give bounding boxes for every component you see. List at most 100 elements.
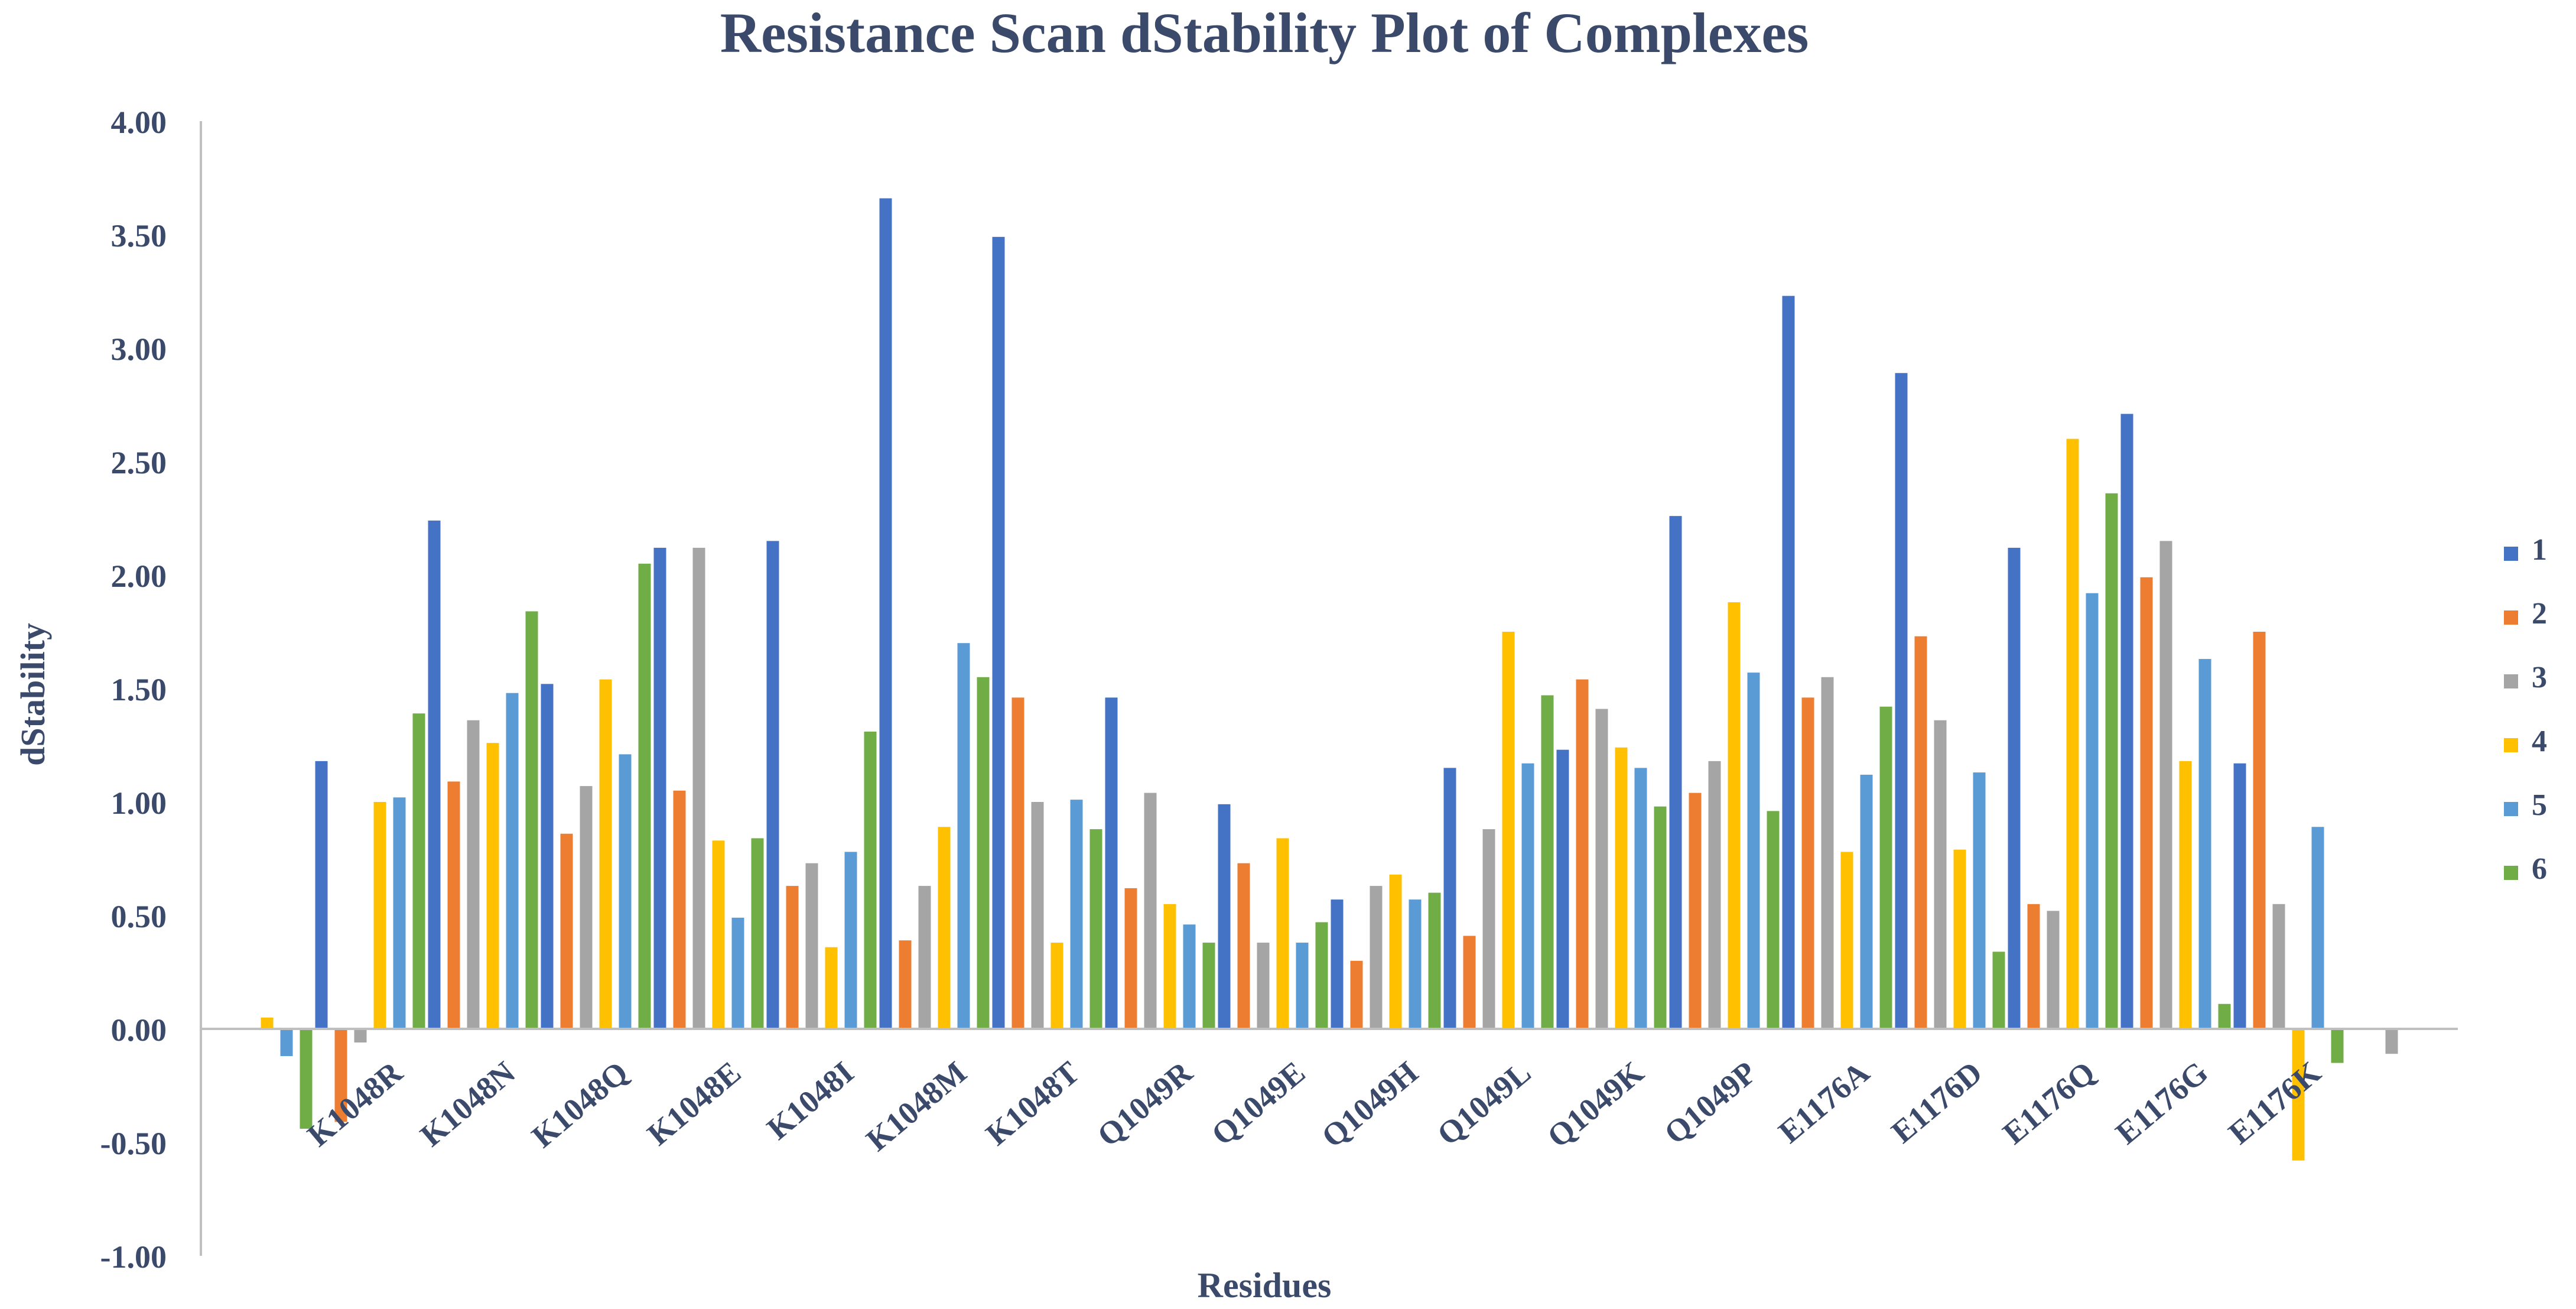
bar-series-4	[938, 827, 951, 1029]
bar-series-1	[1782, 295, 1795, 1029]
bar-series-5	[1860, 774, 1873, 1029]
bar-series-4	[1389, 874, 1402, 1029]
bar-series-2	[1801, 697, 1814, 1029]
bar-series-4	[1050, 943, 1063, 1029]
bar-series-6	[412, 713, 425, 1029]
bar-series-2	[786, 886, 799, 1029]
bar-series-4	[599, 679, 612, 1029]
bar-series-5	[1973, 772, 1986, 1029]
bars	[261, 198, 2398, 1161]
bar-series-3	[2272, 904, 2285, 1029]
bar-series-6	[1202, 943, 1215, 1029]
bar-series-5	[1183, 924, 1196, 1029]
bar-series-2	[1576, 679, 1589, 1029]
bar-series-1	[992, 236, 1005, 1029]
y-tick-label: -1.00	[100, 1239, 167, 1275]
bar-series-6	[2105, 493, 2118, 1029]
legend-label: 5	[2532, 788, 2547, 822]
bar-series-3	[580, 786, 593, 1029]
legend-swatch-2	[2504, 610, 2518, 625]
bar-series-5	[2198, 659, 2211, 1029]
bar-series-4	[2179, 761, 2192, 1029]
y-tick-label: 3.00	[111, 332, 167, 367]
y-tick-label: 4.00	[111, 105, 167, 140]
bar-series-3	[2385, 1029, 2398, 1054]
bar-series-6	[864, 731, 877, 1029]
y-tick-label: -0.50	[100, 1126, 167, 1161]
bar-series-6	[2218, 1003, 2231, 1029]
bar-series-3	[2159, 541, 2172, 1029]
bar-series-4	[1163, 904, 1176, 1029]
bar-series-2	[1124, 888, 1137, 1029]
bar-series-2	[2140, 577, 2153, 1029]
bar-series-4	[486, 743, 499, 1029]
bar-series-4	[825, 947, 838, 1029]
y-axis-ticks: -1.00 -0.50 0.00 0.50 1.00 1.50 2.00 2.50 3.00 3.…	[100, 105, 167, 1275]
bar-series-3	[918, 886, 931, 1029]
bar-series-2	[1011, 697, 1024, 1029]
bar-series-6	[1428, 892, 1441, 1029]
bar-series-1	[1895, 373, 1908, 1029]
bar-series-6	[1879, 706, 1892, 1029]
bar-series-3	[805, 863, 818, 1029]
y-tick-label: 1.50	[111, 672, 167, 707]
bar-series-1	[1105, 697, 1118, 1029]
y-tick-label: 0.00	[111, 1012, 167, 1048]
bar-series-5	[1070, 800, 1083, 1029]
bar-series-2	[1689, 792, 1702, 1029]
bar-series-3	[1370, 886, 1383, 1029]
bar-series-6	[638, 563, 651, 1029]
y-tick-label: 2.00	[111, 558, 167, 594]
bar-series-2	[1350, 960, 1363, 1029]
legend-swatch-1	[2504, 547, 2518, 561]
bar-series-5	[619, 754, 632, 1029]
legend-label: 4	[2532, 725, 2547, 758]
y-tick-label: 1.00	[111, 785, 167, 821]
bar-series-1	[1218, 804, 1231, 1029]
bar-series-5	[844, 852, 857, 1029]
bar-series-1	[653, 547, 666, 1029]
bar-series-5	[393, 797, 406, 1029]
legend-swatch-4	[2504, 738, 2518, 752]
bar-series-1	[2233, 763, 2246, 1029]
bar-series-6	[525, 611, 538, 1029]
bar-series-4	[1502, 632, 1515, 1029]
bar-series-4	[1728, 602, 1741, 1029]
bar-series-1	[1556, 749, 1569, 1029]
bar-series-2	[447, 781, 460, 1029]
bar-series-3	[1031, 802, 1044, 1029]
legend-label: 1	[2532, 533, 2547, 567]
bar-series-4	[1276, 838, 1289, 1029]
legend-label: 2	[2532, 597, 2547, 631]
bar-series-4	[1840, 852, 1853, 1029]
bar-series-5	[1521, 763, 1534, 1029]
bar-series-5	[2311, 827, 2324, 1029]
legend-swatch-5	[2504, 802, 2518, 816]
bar-series-1	[2120, 414, 2133, 1029]
y-tick-label: 3.50	[111, 218, 167, 254]
bar-series-3	[692, 547, 705, 1029]
bar-series-2	[1914, 636, 1927, 1029]
bar-series-1	[2008, 547, 2021, 1029]
y-tick-label: 2.50	[111, 445, 167, 480]
bar-series-1	[1331, 899, 1344, 1029]
bar-series-4	[1615, 747, 1628, 1029]
bar-series-4	[2066, 439, 2079, 1029]
bar-series-5	[1409, 899, 1422, 1029]
bar-series-3	[354, 1029, 367, 1043]
bar-series-2	[2027, 904, 2040, 1029]
axes	[200, 121, 2458, 1256]
legend: 1 2 3 4 5 6	[2504, 533, 2547, 886]
bar-series-5	[1296, 943, 1309, 1029]
bar-series-2	[334, 1029, 347, 1122]
bar-series-4	[261, 1017, 274, 1029]
bar-series-6	[300, 1029, 313, 1129]
bar-series-1	[315, 761, 328, 1029]
legend-swatch-3	[2504, 674, 2518, 688]
bar-series-2	[673, 790, 686, 1029]
bar-series-1	[428, 520, 441, 1029]
legend-swatch-6	[2504, 866, 2518, 880]
bar-series-4	[373, 802, 386, 1029]
x-axis-label: Residues	[1198, 1266, 1332, 1305]
